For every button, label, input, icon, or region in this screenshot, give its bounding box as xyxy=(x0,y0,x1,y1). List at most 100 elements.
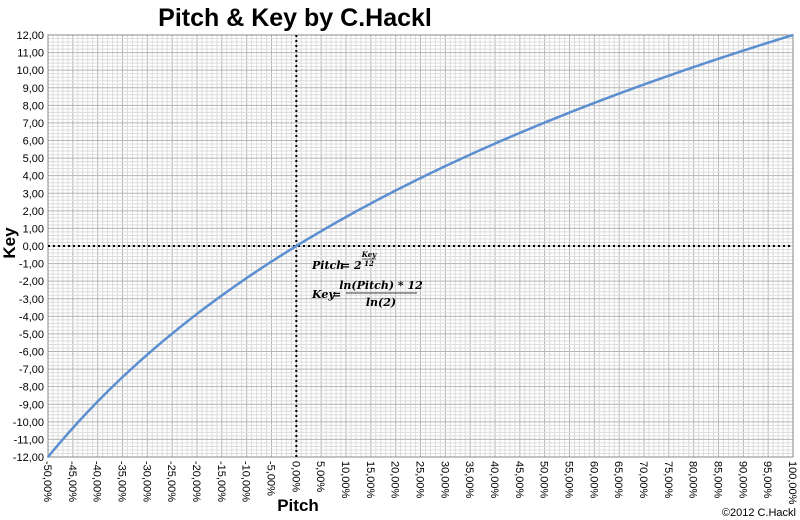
x-tick-label: 75,00% xyxy=(662,461,674,499)
y-tick-label: 12,00 xyxy=(16,30,44,42)
y-tick-label: 2,00 xyxy=(23,206,44,218)
x-tick-label: -5,00% xyxy=(265,461,277,496)
x-tick-label: 80,00% xyxy=(687,461,699,499)
x-tick-label: 70,00% xyxy=(637,461,649,499)
y-tick-label: 8,00 xyxy=(23,100,44,112)
data-point xyxy=(47,456,49,458)
x-tick-label: 100,00% xyxy=(786,461,798,505)
series-layer xyxy=(47,33,794,458)
x-tick-label: 60,00% xyxy=(587,461,599,499)
data-point xyxy=(96,400,99,403)
data-point xyxy=(394,189,397,192)
x-tick-label: 85,00% xyxy=(712,461,724,499)
y-tick-label: 6,00 xyxy=(23,136,44,148)
y-tick-label: 10,00 xyxy=(16,65,44,77)
data-point xyxy=(494,142,496,145)
formula-key-num: ln(Pitch) * 12 xyxy=(339,279,423,292)
formula-pitch: Pitch = 2 Key 12 xyxy=(311,250,377,272)
y-axis-title: Key xyxy=(0,227,19,259)
y-tick-label: 3,00 xyxy=(23,188,44,200)
data-point xyxy=(792,34,794,36)
x-tick-label: 30,00% xyxy=(438,461,450,499)
formula-key-den: ln(2) xyxy=(366,296,396,309)
data-point xyxy=(618,92,620,95)
x-tick-label: 55,00% xyxy=(563,461,575,499)
formula-pitch-exp-den: 12 xyxy=(364,259,374,268)
y-tick-label: 5,00 xyxy=(23,153,44,165)
data-point xyxy=(444,165,447,167)
data-point xyxy=(742,49,745,52)
data-point xyxy=(593,102,596,104)
data-point xyxy=(245,277,248,279)
data-point xyxy=(121,376,124,378)
data-point xyxy=(146,353,149,356)
x-tick-label: 45,00% xyxy=(513,461,525,499)
x-tick-label: -50,00% xyxy=(41,461,53,502)
chart-title: Pitch & Key by C.Hackl xyxy=(158,4,432,32)
y-tick-label: 1,00 xyxy=(23,223,44,235)
x-axis-ticks: -50,00% -45,00% -40,00% -35,00% -30,00% -25,0… xyxy=(41,461,798,505)
x-tick-label: -10,00% xyxy=(240,461,252,502)
data-point xyxy=(643,83,645,86)
y-tick-label: -11,00 xyxy=(14,434,44,446)
y-tick-label: -2,00 xyxy=(19,276,44,288)
x-tick-label: 20,00% xyxy=(389,461,401,499)
x-tick-label: 90,00% xyxy=(736,461,748,499)
data-point xyxy=(295,245,298,247)
x-tick-label: 40,00% xyxy=(488,461,500,499)
y-tick-label: 11,00 xyxy=(17,48,44,60)
x-tick-label: 10,00% xyxy=(339,461,351,499)
x-tick-label: -40,00% xyxy=(91,461,103,502)
data-point xyxy=(717,57,720,60)
x-tick-label: 50,00% xyxy=(538,461,550,499)
x-tick-label: 0,00% xyxy=(289,461,301,492)
data-point xyxy=(543,121,546,124)
y-tick-label: -8,00 xyxy=(19,382,44,394)
x-tick-label: -30,00% xyxy=(140,461,152,502)
x-tick-label: -20,00% xyxy=(190,461,202,502)
x-tick-label: 25,00% xyxy=(414,461,426,499)
y-tick-label: 7,00 xyxy=(23,118,44,130)
y-tick-label: -6,00 xyxy=(19,347,44,359)
data-point xyxy=(668,74,670,77)
copyright: ©2012 C.Hackl xyxy=(722,507,796,519)
y-tick-label: -4,00 xyxy=(19,311,44,323)
data-point xyxy=(171,332,173,335)
formula-pitch-lhs: Pitch xyxy=(311,259,344,272)
formula-pitch-exp-num: Key xyxy=(361,250,377,259)
x-tick-label: -45,00% xyxy=(66,461,78,502)
data-point xyxy=(767,41,769,44)
formula-pitch-eq: = 2 xyxy=(341,259,362,272)
formula-key: Key = ln(Pitch) * 12 ln(2) xyxy=(311,279,423,309)
formula-key-lhs: Key xyxy=(311,288,336,301)
y-tick-label: -7,00 xyxy=(19,364,44,376)
x-tick-label: 5,00% xyxy=(314,461,326,492)
x-tick-label: -25,00% xyxy=(165,461,177,502)
x-axis-title: Pitch xyxy=(277,496,319,515)
data-point xyxy=(568,111,571,114)
data-point xyxy=(419,177,422,179)
x-tick-label: -15,00% xyxy=(215,461,227,502)
x-tick-label: -35,00% xyxy=(116,461,128,502)
data-point xyxy=(320,230,322,233)
formula-key-eq: = xyxy=(332,288,341,301)
data-point xyxy=(519,132,521,134)
data-point xyxy=(345,216,347,218)
data-point xyxy=(270,260,273,263)
data-point xyxy=(469,153,471,156)
data-point xyxy=(692,66,695,68)
y-tick-label: -5,00 xyxy=(19,329,44,341)
data-point xyxy=(196,313,198,315)
x-tick-label: 95,00% xyxy=(761,461,773,499)
y-tick-label: -1,00 xyxy=(19,259,44,271)
y-axis-ticks: 12,00 11,00 10,00 9,00 8,00 7,00 6,00 5,00 4,00 3… xyxy=(13,30,44,464)
x-tick-label: 65,00% xyxy=(612,461,624,499)
y-tick-label: -9,00 xyxy=(19,399,44,411)
data-point xyxy=(221,294,223,297)
data-point xyxy=(72,427,74,429)
y-tick-label: 4,00 xyxy=(23,171,44,183)
y-tick-label: -10,00 xyxy=(13,417,44,429)
data-point xyxy=(370,202,372,205)
y-tick-label: -12,00 xyxy=(13,452,44,464)
